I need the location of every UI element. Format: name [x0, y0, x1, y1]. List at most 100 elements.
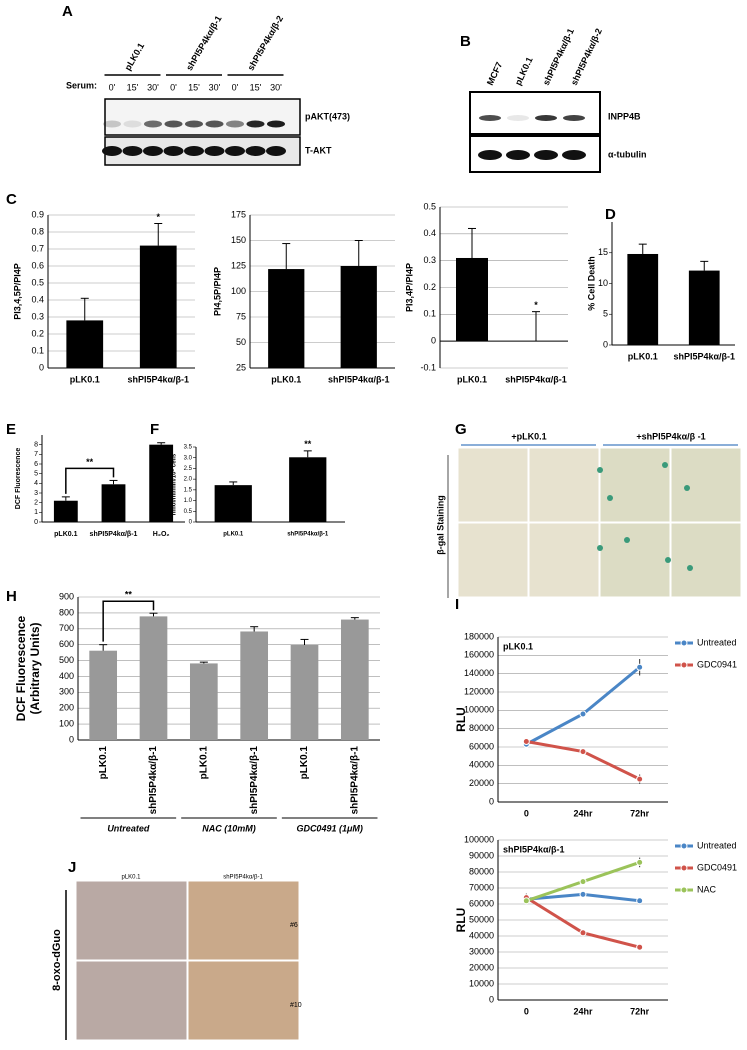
micrograph — [599, 447, 671, 523]
y-tick-label: 500 — [59, 655, 74, 665]
significance: ** — [304, 439, 312, 449]
panel-letter: A — [62, 3, 73, 20]
y-tick-label: 0.1 — [423, 309, 436, 319]
series-line — [525, 666, 641, 746]
y-tick-label: 30000 — [469, 946, 494, 956]
y-tick-label: 0.3 — [423, 255, 436, 265]
y-tick-label: 80000 — [469, 723, 494, 733]
y-tick-label: 25 — [236, 362, 246, 372]
point — [636, 897, 644, 905]
y-axis-label: RLU — [454, 707, 468, 732]
y-axis-label: DCF Fluorescence — [15, 448, 22, 510]
blot-band — [562, 150, 586, 160]
significance-bracket — [65, 467, 115, 494]
group-label: GDC0491 (1μM) — [296, 823, 362, 833]
x-tick-label: pLK0.1 — [457, 374, 487, 384]
significance: ** — [125, 590, 133, 600]
x-tick-label: pLK0.1 — [98, 746, 109, 780]
lane-label: MCF7 — [485, 60, 504, 86]
y-tick-label: 140000 — [464, 668, 494, 678]
y-axis-label: (Arbitrary Units) — [28, 622, 42, 714]
panel-letter: G — [455, 421, 467, 438]
bar — [89, 650, 118, 740]
time-label: 30' — [147, 82, 159, 92]
blot-band — [143, 146, 163, 156]
x-tick-label: pLK0.1 — [223, 532, 244, 538]
x-tick-label: shPI5P4kα/β-1 — [90, 531, 138, 538]
significance: * — [534, 300, 538, 310]
y-tick-label: 8 — [34, 442, 38, 449]
blot-band — [164, 120, 183, 128]
y-tick-label: 70000 — [469, 882, 494, 892]
y-axis-label: PI3,4P/PI4P — [404, 263, 414, 312]
y-tick-label: 0.4 — [31, 294, 44, 304]
group-label: Untreated — [107, 823, 150, 833]
blot-band — [103, 120, 121, 128]
y-tick-label: 0 — [69, 734, 74, 744]
panel-letter: C — [6, 191, 17, 208]
point — [636, 775, 644, 783]
ihc-image — [187, 880, 300, 961]
y-tick-label: -0.1 — [420, 362, 436, 372]
stained-cell — [624, 537, 630, 543]
blot-band — [163, 146, 184, 156]
micrograph — [457, 522, 529, 598]
blot-band — [205, 120, 224, 128]
y-tick-label: 700 — [59, 623, 74, 633]
point — [522, 897, 530, 905]
x-tick-label: shPI5P4kα/β-1 — [505, 374, 567, 384]
ihc-image — [75, 880, 188, 961]
point — [579, 878, 587, 886]
x-tick-label: 72hr — [630, 1006, 650, 1016]
group-label: NAC (10mM) — [202, 823, 256, 833]
y-tick-label: 2.5 — [184, 466, 193, 472]
panel-letter: I — [455, 596, 459, 613]
bar — [53, 500, 78, 522]
y-tick-label: 120000 — [464, 686, 494, 696]
y-tick-label: 5 — [603, 309, 608, 319]
chart-title: shPI5P4kα/β-1 — [503, 844, 565, 854]
micrograph — [528, 522, 600, 598]
x-tick-label: shPI5P4kα/β-1 — [287, 532, 329, 538]
column-label: +pLK0.1 — [511, 431, 546, 441]
time-label: 0' — [109, 82, 116, 92]
y-tick-label: 0 — [34, 519, 38, 526]
panel-letter: B — [460, 33, 471, 50]
lane-label: shPI5P4kα/β-2 — [569, 27, 604, 87]
row-label: β-gal Staining — [435, 495, 445, 555]
x-tick-label: pLK0.1 — [198, 746, 209, 780]
blot-band — [185, 120, 203, 128]
column-label: shPI5P4kα/β-1 — [223, 875, 263, 881]
x-tick-label: shPI5P4kα/β-1 — [148, 746, 159, 815]
row-label: T-AKT — [305, 145, 332, 155]
point — [636, 858, 644, 866]
panel-letter: D — [605, 206, 616, 223]
x-tick-label: shPI5P4kα/β-1 — [328, 374, 390, 384]
blot-band — [506, 150, 530, 160]
bar — [290, 644, 319, 740]
micrograph — [528, 447, 600, 523]
y-tick-label: 0 — [39, 362, 44, 372]
y-tick-label: 0.3 — [31, 311, 44, 321]
panel-letter: E — [6, 421, 16, 438]
column-label: pLK0.1 — [121, 875, 141, 881]
time-label: 15' — [127, 82, 139, 92]
bar — [214, 485, 252, 522]
legend-label: GDC0941 — [697, 659, 737, 669]
y-tick-label: 0.5 — [31, 277, 44, 287]
legend-marker — [680, 886, 688, 894]
y-tick-label: 3.0 — [184, 455, 193, 461]
y-tick-label: 50 — [236, 337, 246, 347]
legend-marker — [680, 639, 688, 647]
y-tick-label: 80000 — [469, 866, 494, 876]
lane-label: pLK0.1 — [513, 55, 535, 86]
y-tick-label: 0.5 — [184, 509, 193, 515]
legend-label: NAC — [697, 884, 717, 894]
lane-group-label: shPI5P4kα/β-1 — [184, 14, 223, 72]
y-tick-label: 0 — [489, 796, 494, 806]
y-tick-label: 180000 — [464, 631, 494, 641]
bar — [66, 320, 104, 368]
bar — [149, 444, 174, 522]
bar — [139, 616, 168, 740]
time-label: 30' — [209, 82, 221, 92]
